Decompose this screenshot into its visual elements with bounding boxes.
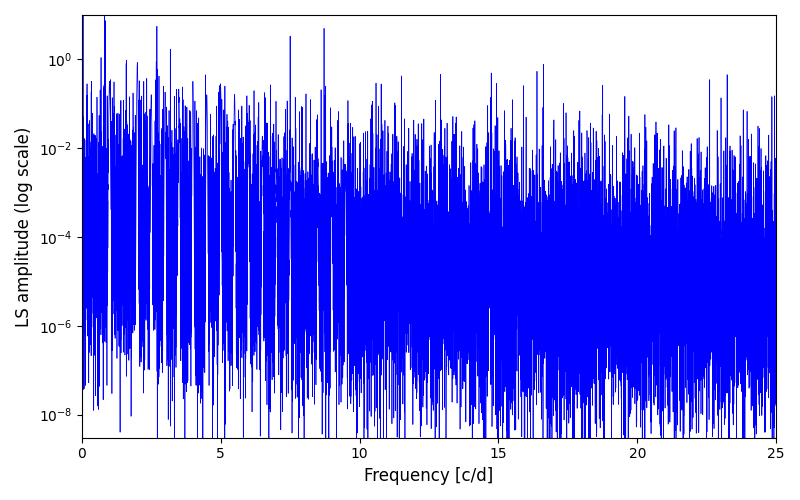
Y-axis label: LS amplitude (log scale): LS amplitude (log scale) (15, 126, 33, 326)
X-axis label: Frequency [c/d]: Frequency [c/d] (364, 467, 494, 485)
